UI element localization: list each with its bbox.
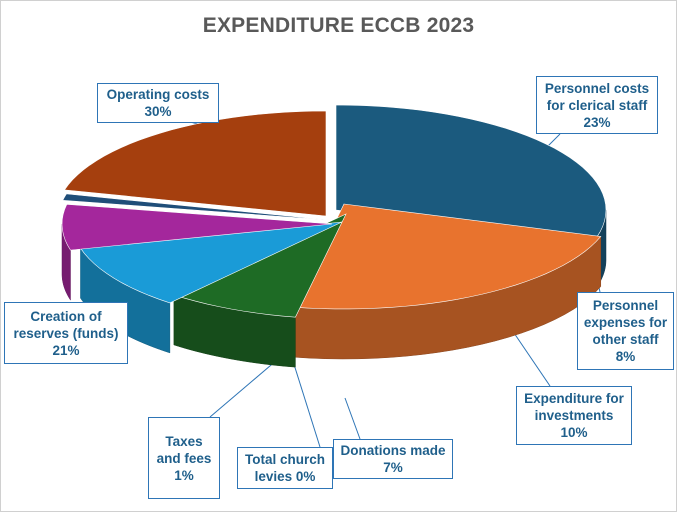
callout-donations-leader (344, 397, 361, 440)
callout-church-levies: Total church levies 0% (237, 447, 333, 489)
callout-donations: Donations made 7% (333, 439, 453, 479)
callout-investments-leader (511, 329, 551, 387)
callout-investments-value: 10% (560, 425, 588, 440)
callout-operating-costs: Operating costs 30% (97, 83, 219, 123)
pie-tops (61, 104, 607, 318)
callout-reserves-label: Creation of reserves (funds) (13, 308, 119, 341)
callout-reserves-value: 21% (52, 342, 80, 358)
pie-sides (61, 209, 607, 368)
callout-operating-costs-label: Operating costs (106, 87, 210, 102)
callout-investments-label: Expenditure for investments (524, 391, 624, 423)
callout-church-levies-text: Total church levies 0% (242, 451, 328, 485)
callout-investments: Expenditure for investments 10% (516, 386, 632, 445)
pie-slice-taxes-and-fees (62, 193, 329, 221)
callout-church-levies-leader (291, 357, 321, 448)
callout-clerical-staff: Personnel costs for clerical staff 23% (536, 76, 658, 134)
chart-title: EXPENDITURE ECCB 2023 (202, 14, 475, 37)
callout-other-staff: Personnel expenses for other staff 8% (577, 292, 674, 370)
callout-taxes-fees-label: Taxes and fees (156, 433, 212, 466)
callout-church-levies-label: Total church levies (244, 452, 325, 484)
pie-slice-operating-costs (335, 104, 607, 243)
callout-other-staff-value: 8% (615, 349, 636, 364)
pie-slice-personnel-costs-for-clerical-staff (292, 203, 602, 310)
callout-donations-label: Donations made (340, 443, 446, 458)
callout-clerical-staff-label: Personnel costs for clerical staff (544, 80, 650, 113)
callout-taxes-fees: Taxes and fees 1% (148, 417, 220, 499)
pie-slice-creation-of-reserves-funds- (63, 110, 327, 217)
callout-other-staff-label: Personnel expenses for other staff (583, 298, 668, 347)
callout-church-levies-value: 0% (295, 469, 316, 484)
callout-taxes-fees-value: 1% (174, 467, 194, 483)
callout-operating-costs-value: 30% (144, 104, 172, 119)
callout-donations-value: 7% (383, 460, 403, 475)
pie-slice-donations-made (61, 204, 333, 251)
callout-reserves: Creation of reserves (funds) 21% (4, 302, 128, 364)
callout-clerical-staff-value: 23% (583, 114, 611, 130)
